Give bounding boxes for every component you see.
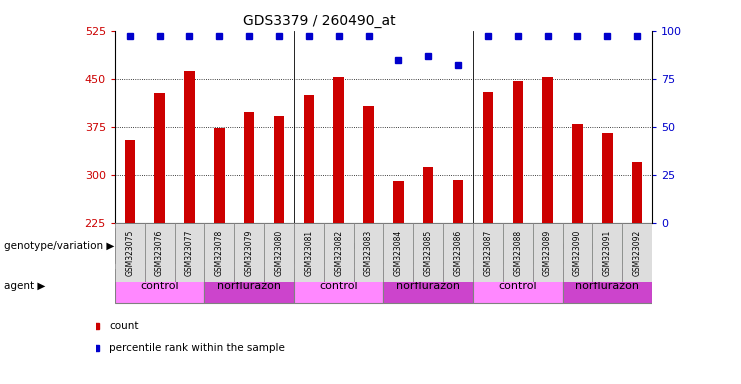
Text: count: count (110, 321, 139, 331)
Text: GSM323085: GSM323085 (424, 229, 433, 276)
Bar (572, 124, 582, 223)
Bar (175, 223, 205, 282)
Bar (244, 112, 254, 223)
Bar (542, 77, 553, 223)
Text: norflurazon: norflurazon (575, 281, 639, 291)
Bar (205, 269, 294, 303)
Text: GSM323086: GSM323086 (453, 229, 462, 276)
Text: GSM323091: GSM323091 (603, 229, 612, 276)
Bar (453, 180, 463, 223)
Text: GSM323076: GSM323076 (155, 229, 164, 276)
Bar (294, 228, 473, 263)
Bar (473, 269, 562, 303)
Title: GDS3379 / 260490_at: GDS3379 / 260490_at (243, 14, 395, 28)
Bar (562, 269, 652, 303)
Bar (324, 223, 353, 282)
Bar (473, 223, 503, 282)
Bar (294, 223, 324, 282)
Bar (592, 223, 622, 282)
Text: control: control (140, 281, 179, 291)
Bar (503, 223, 533, 282)
Text: GSM323082: GSM323082 (334, 229, 343, 276)
Bar (115, 269, 205, 303)
Bar (533, 223, 562, 282)
Bar (115, 228, 294, 263)
Text: GSM323089: GSM323089 (543, 229, 552, 276)
Text: GSM323075: GSM323075 (125, 229, 134, 276)
Bar (294, 269, 384, 303)
Bar (513, 81, 523, 223)
Bar (384, 269, 473, 303)
Text: GSM323080: GSM323080 (274, 229, 284, 276)
Text: GSM323083: GSM323083 (364, 229, 373, 276)
Text: percentile rank within the sample: percentile rank within the sample (110, 343, 285, 353)
Text: control: control (319, 281, 358, 291)
Bar (154, 93, 165, 223)
Bar (384, 223, 413, 282)
Bar (443, 223, 473, 282)
Text: norflurazon: norflurazon (396, 281, 460, 291)
Bar (205, 223, 234, 282)
Bar (124, 139, 135, 223)
Bar (214, 128, 225, 223)
Bar (333, 78, 344, 223)
Bar (353, 223, 384, 282)
Text: GSM323079: GSM323079 (245, 229, 253, 276)
Text: wild-type: wild-type (179, 241, 230, 251)
Text: GSM323078: GSM323078 (215, 229, 224, 276)
Bar (304, 95, 314, 223)
Text: GSM323088: GSM323088 (514, 229, 522, 276)
Text: gun1-9 mutant: gun1-9 mutant (342, 241, 425, 251)
Bar (602, 133, 613, 223)
Text: GSM323087: GSM323087 (483, 229, 493, 276)
Bar (144, 223, 175, 282)
Text: control: control (499, 281, 537, 291)
Text: GSM323092: GSM323092 (633, 229, 642, 276)
Text: agent ▶: agent ▶ (4, 281, 45, 291)
Bar (413, 223, 443, 282)
Bar (423, 167, 433, 223)
Bar (234, 223, 264, 282)
Text: GSM323081: GSM323081 (305, 229, 313, 276)
Text: GSM323090: GSM323090 (573, 229, 582, 276)
Bar (482, 91, 494, 223)
Text: norflurazon: norflurazon (217, 281, 281, 291)
Bar (622, 223, 652, 282)
Bar (185, 71, 195, 223)
Bar (473, 228, 652, 263)
Bar (115, 223, 144, 282)
Bar (393, 181, 404, 223)
Text: gun5 mutant: gun5 mutant (526, 241, 599, 251)
Bar (264, 223, 294, 282)
Bar (363, 106, 373, 223)
Text: genotype/variation ▶: genotype/variation ▶ (4, 241, 114, 251)
Bar (273, 116, 285, 223)
Text: GSM323077: GSM323077 (185, 229, 194, 276)
Bar (632, 162, 642, 223)
Text: GSM323084: GSM323084 (394, 229, 403, 276)
Bar (562, 223, 592, 282)
